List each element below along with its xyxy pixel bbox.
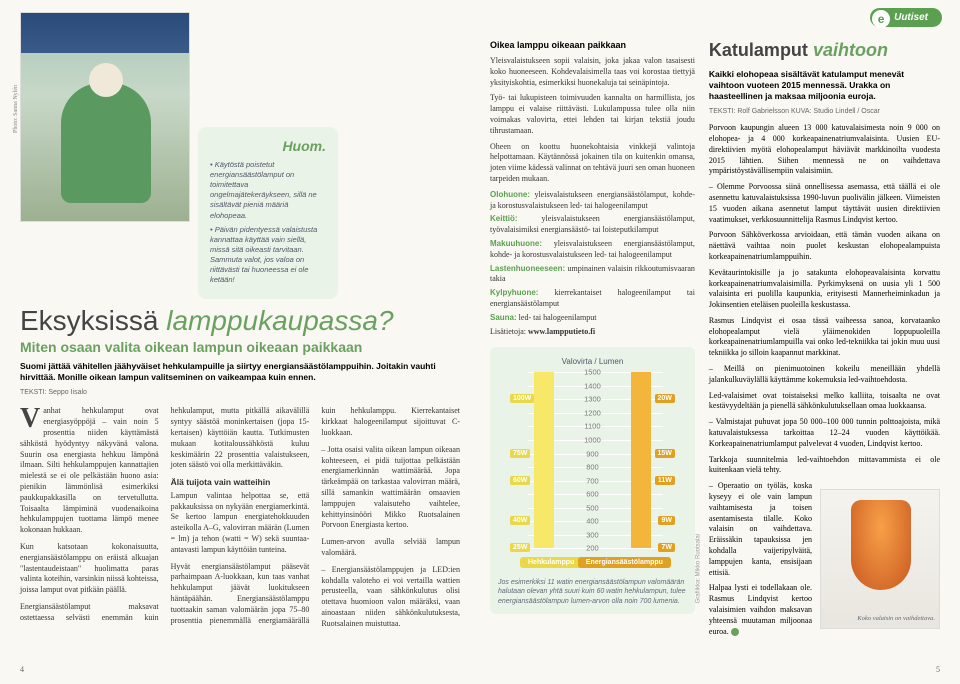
lumen-chart: Valovirta / Lumen 1500140013001200110010… xyxy=(490,347,695,613)
huom-callout: Huom. • Käytöstä poistetut energiansääst… xyxy=(198,127,338,299)
section-badge: e Uutiset xyxy=(870,8,942,27)
chart-credit: Grafiikka: Mikko Ruotsalai xyxy=(695,534,701,603)
right-page: e Uutiset Oikea lamppu oikeaan paikkaan … xyxy=(480,0,960,684)
side-title: Katulamput vaihtoon xyxy=(709,40,940,61)
huom-title: Huom. xyxy=(210,137,326,156)
chart-caption: Jos esimerkiksi 11 watin energiansäästöl… xyxy=(498,578,687,605)
bar-incandescent xyxy=(534,372,554,548)
side-body: Porvoon kaupungin alueen 13 000 katuvala… xyxy=(709,123,940,642)
side-intro: Kaikki elohopeaa sisältävät katulamput m… xyxy=(709,69,940,102)
badge-icon: e xyxy=(872,10,890,28)
side-byline: TEKSTI: Rolf Gabrielsson KUVA: Studio Li… xyxy=(709,108,940,115)
right-column-a: Oikea lamppu oikeaan paikkaan Yleisvalai… xyxy=(490,40,695,642)
article-body: Vanhat hehkulamput ovat energiasyöppöjä … xyxy=(20,406,460,629)
subtitle: Miten osaan valita oikean lampun oikeaan… xyxy=(20,339,460,355)
bar-energy-saving xyxy=(631,372,651,548)
hero-illustration: Photo: Sanna Nylén xyxy=(20,12,190,222)
page-number: 5 xyxy=(936,665,940,674)
byline: TEKSTI: Seppo Iisalo xyxy=(20,389,460,396)
bar-left-label: Hehkulamppu xyxy=(520,557,582,568)
bar-right-label: Energiansäästölamppu xyxy=(578,557,671,568)
streetlamp-photo: Koko valaisin on vaihdettava. xyxy=(820,489,940,629)
article-intro: Suomi jättää vähitellen jäähyväiset hehk… xyxy=(20,361,460,383)
photo-credit: Photo: Sanna Nylén xyxy=(13,85,19,133)
end-dot-icon xyxy=(731,628,739,636)
info-link[interactable]: www.lampputieto.fi xyxy=(528,327,595,336)
chart-title: Valovirta / Lumen xyxy=(498,357,687,366)
room-list: Olohuone: yleisvalaistukseen energiansää… xyxy=(490,190,695,324)
left-page: Photo: Sanna Nylén Huom. • Käytöstä pois… xyxy=(0,0,480,684)
main-title: Eksyksissä lamppukaupassa? xyxy=(20,305,460,337)
page-number: 4 xyxy=(20,665,24,674)
right-column-b: Katulamput vaihtoon Kaikki elohopeaa sis… xyxy=(709,40,940,642)
col-a-heading: Oikea lamppu oikeaan paikkaan xyxy=(490,40,695,50)
